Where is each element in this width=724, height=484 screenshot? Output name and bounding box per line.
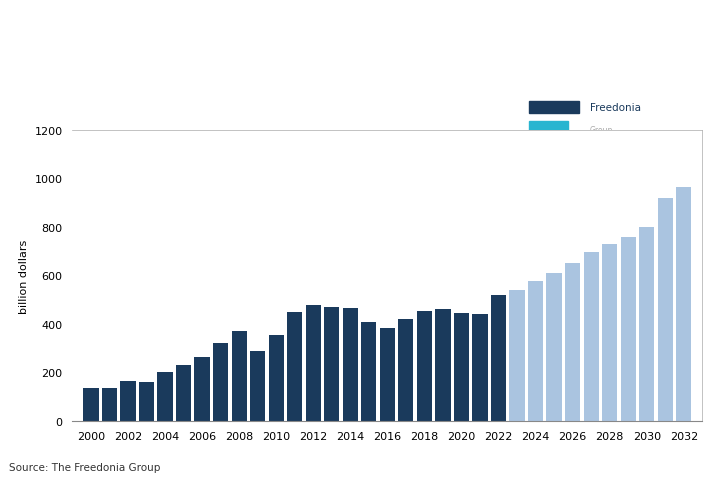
Bar [547,273,562,421]
Bar [491,295,506,421]
Bar [380,328,395,421]
Text: Source: The Freedonia Group: Source: The Freedonia Group [9,462,160,472]
Bar [602,244,618,421]
Bar [565,264,580,421]
Y-axis label: billion dollars: billion dollars [19,239,29,313]
Bar [324,307,340,421]
Bar [157,373,172,421]
Bar [250,351,265,421]
Bar [176,365,191,421]
Bar [528,281,543,421]
Text: Group: Group [590,126,613,135]
Bar [529,102,579,114]
Bar [120,381,135,421]
Bar [510,290,525,421]
Bar [639,227,654,421]
Bar [213,344,228,421]
Bar [417,311,432,421]
Bar [195,357,210,421]
Bar [454,314,469,421]
Bar [620,237,636,421]
Text: Freedonia: Freedonia [590,103,641,113]
Bar [269,335,284,421]
Bar [287,312,303,421]
Bar [83,388,98,421]
Bar [676,188,691,421]
Bar [232,332,247,421]
Bar [529,122,568,132]
Bar [139,382,154,421]
Text: Figure 2-4.
Global Off-Road Equipment Demand,
2000 – 2032
(billion dollars): Figure 2-4. Global Off-Road Equipment De… [9,4,252,73]
Bar [361,322,376,421]
Bar [584,253,599,421]
Bar [435,310,450,421]
Bar [472,315,487,421]
Bar [306,305,321,421]
Bar [342,309,358,421]
Bar [398,319,413,421]
Bar [102,388,117,421]
Bar [657,198,673,421]
